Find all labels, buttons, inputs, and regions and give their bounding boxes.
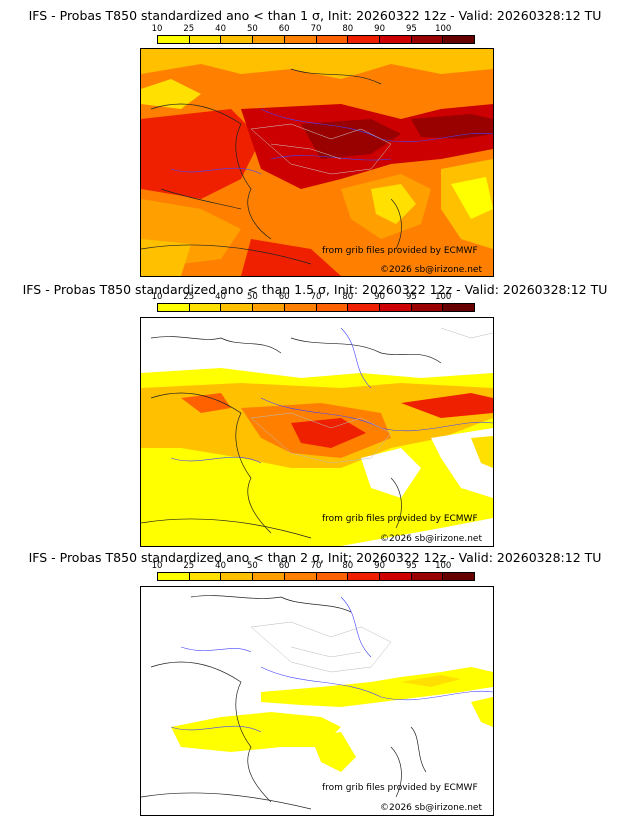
colorbar-swatch (221, 573, 254, 580)
colorbar-tick-label: 80 (342, 561, 354, 571)
colorbar-swatch (253, 573, 285, 580)
probability-map (140, 48, 494, 277)
colorbar-tick-label: 90 (374, 24, 386, 34)
colorbar-tick-label: 90 (374, 561, 386, 571)
colorbar-swatches (157, 572, 475, 581)
colorbar-tick-label: 40 (215, 24, 227, 34)
colorbar-labels: 10 25 40 50 60 70 80 90 95 100 (152, 561, 475, 571)
colorbar-tick-label: 95 (405, 24, 417, 34)
colorbar-swatch (189, 304, 222, 311)
colorbar-swatch (158, 573, 190, 580)
colorbar-tick-label: 60 (278, 292, 290, 302)
colorbar-swatch (253, 36, 285, 43)
copyright-text: ©2026 sb@irizone.net (380, 803, 482, 813)
colorbar-swatch (348, 36, 380, 43)
colorbar-tick-label: 40 (215, 561, 227, 571)
colorbar-swatch (379, 573, 412, 580)
colorbar-tick-label: 10 (151, 561, 163, 571)
colorbar-swatch (221, 36, 254, 43)
colorbar-labels: 10 25 40 50 60 70 80 90 95 100 (152, 292, 475, 302)
panel-title: IFS - Probas T850 standardized ano < tha… (22, 282, 608, 297)
panel-1: IFS - Probas T850 standardized ano < tha… (0, 0, 630, 277)
colorbar-tick-label: 25 (183, 561, 195, 571)
colorbar-swatch (348, 304, 380, 311)
probability-map (140, 586, 494, 816)
data-credit: from grib files provided by ECMWF (322, 246, 478, 256)
data-credit: from grib files provided by ECMWF (322, 514, 478, 524)
panel-title: IFS - Probas T850 standardized ano < tha… (28, 8, 602, 23)
colorbar-tick-label: 25 (183, 24, 195, 34)
colorbar: 10 25 40 50 60 70 80 90 95 100 (152, 292, 475, 318)
colorbar-tick-label: 70 (310, 561, 322, 571)
colorbar-swatch (253, 304, 285, 311)
colorbar-swatch (411, 573, 444, 580)
colorbar-swatch (158, 304, 190, 311)
copyright-text: ©2026 sb@irizone.net (380, 265, 482, 275)
colorbar-swatch (443, 36, 475, 43)
colorbar-tick-label: 80 (342, 292, 354, 302)
colorbar-tick-label: 10 (151, 292, 163, 302)
colorbar-swatches (157, 35, 475, 44)
panel-2: IFS - Probas T850 standardized ano < tha… (0, 275, 630, 550)
colorbar-swatch (316, 36, 349, 43)
colorbar-swatch (379, 36, 412, 43)
panel-title: IFS - Probas T850 standardized ano < tha… (28, 550, 602, 565)
colorbar: 10 25 40 50 60 70 80 90 95 100 (152, 561, 475, 587)
colorbar-tick-label: 50 (246, 292, 258, 302)
colorbar: 10 25 40 50 60 70 80 90 95 100 (152, 24, 475, 50)
panel-3: IFS - Probas T850 standardized ano < tha… (0, 550, 630, 828)
colorbar-tick-label: 40 (215, 292, 227, 302)
map-graphic (141, 587, 493, 815)
colorbar-swatch (411, 36, 444, 43)
colorbar-swatch (348, 573, 380, 580)
colorbar-tick-label: 100 (435, 24, 452, 34)
colorbar-tick-label: 80 (342, 24, 354, 34)
colorbar-swatch (316, 304, 349, 311)
colorbar-tick-label: 60 (278, 561, 290, 571)
colorbar-tick-label: 100 (435, 561, 452, 571)
colorbar-swatch (379, 304, 412, 311)
map-graphic (141, 49, 493, 276)
colorbar-labels: 10 25 40 50 60 70 80 90 95 100 (152, 24, 475, 34)
colorbar-swatch (411, 304, 444, 311)
colorbar-swatch (158, 36, 190, 43)
colorbar-tick-label: 95 (405, 292, 417, 302)
copyright-text: ©2026 sb@irizone.net (380, 534, 482, 544)
colorbar-tick-label: 50 (246, 561, 258, 571)
colorbar-swatch (316, 573, 349, 580)
colorbar-swatch (189, 36, 222, 43)
colorbar-swatch (284, 573, 317, 580)
colorbar-swatch (443, 573, 475, 580)
probability-map (140, 317, 494, 547)
colorbar-tick-label: 50 (246, 24, 258, 34)
data-credit: from grib files provided by ECMWF (322, 783, 478, 793)
colorbar-swatch (221, 304, 254, 311)
colorbar-tick-label: 60 (278, 24, 290, 34)
colorbar-swatch (284, 304, 317, 311)
colorbar-tick-label: 25 (183, 292, 195, 302)
map-graphic (141, 318, 493, 546)
colorbar-tick-label: 100 (435, 292, 452, 302)
colorbar-swatch (284, 36, 317, 43)
colorbar-tick-label: 10 (151, 24, 163, 34)
colorbar-swatch (189, 573, 222, 580)
colorbar-tick-label: 70 (310, 24, 322, 34)
colorbar-tick-label: 70 (310, 292, 322, 302)
colorbar-swatch (443, 304, 475, 311)
colorbar-swatches (157, 303, 475, 312)
colorbar-tick-label: 95 (405, 561, 417, 571)
colorbar-tick-label: 90 (374, 292, 386, 302)
